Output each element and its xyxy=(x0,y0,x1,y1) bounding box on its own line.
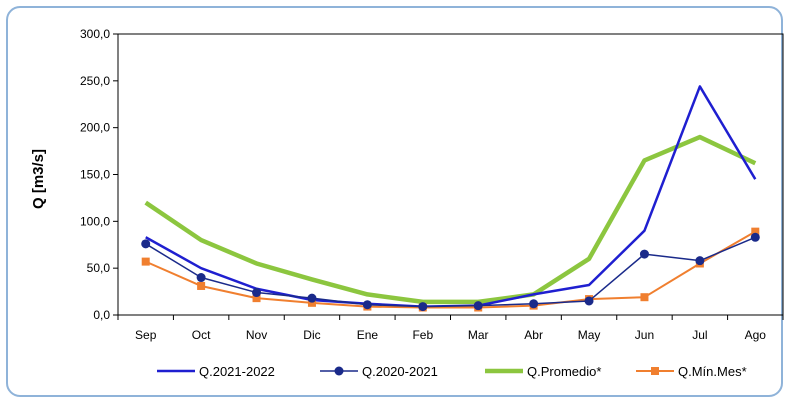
legend-marker xyxy=(334,366,344,376)
x-tick-label: Oct xyxy=(192,328,211,342)
y-axis-title: Q [m3/s] xyxy=(30,149,47,209)
data-point xyxy=(197,281,206,290)
data-point xyxy=(529,299,539,309)
x-tick-label: Nov xyxy=(246,328,267,342)
legend-marker xyxy=(651,367,659,375)
x-tick-label: Jul xyxy=(692,328,707,342)
series-line xyxy=(145,85,757,308)
y-tick-label: 250,0 xyxy=(80,74,110,88)
x-tick-label: Sep xyxy=(135,328,157,342)
y-tick-label: 150,0 xyxy=(80,168,110,182)
x-tick-label: Dic xyxy=(303,328,320,342)
data-point xyxy=(695,256,705,266)
x-tick-label: Feb xyxy=(412,328,433,342)
y-tick-label: 50,0 xyxy=(87,261,111,275)
data-point xyxy=(751,227,760,236)
y-tick-label: 300,0 xyxy=(80,27,110,41)
x-tick-label: Ene xyxy=(357,328,379,342)
legend-label: Q.Promedio* xyxy=(527,364,601,379)
legend-label: Q.2020-2021 xyxy=(362,364,438,379)
data-point xyxy=(473,301,483,311)
x-tick-label: May xyxy=(578,328,601,342)
chart-frame xyxy=(6,6,783,397)
x-tick-label: Abr xyxy=(524,328,543,342)
x-tick-label: Jun xyxy=(635,328,654,342)
data-point xyxy=(750,232,760,242)
series-line xyxy=(145,230,756,309)
legend-label: Q.Mín.Mes* xyxy=(678,364,747,379)
data-point xyxy=(141,257,150,266)
data-point xyxy=(640,293,649,302)
data-point xyxy=(307,298,316,307)
x-tick-label: Ago xyxy=(745,328,767,342)
data-point xyxy=(362,300,372,310)
x-tick-label: Mar xyxy=(468,328,489,342)
data-point xyxy=(252,294,261,303)
y-tick-label: 0,0 xyxy=(93,308,110,322)
data-point xyxy=(196,273,206,283)
series-line xyxy=(145,236,756,308)
data-point xyxy=(141,239,151,249)
data-point xyxy=(252,288,262,298)
y-tick-label: 200,0 xyxy=(80,121,110,135)
data-point xyxy=(584,296,594,306)
legend-label: Q.2021-2022 xyxy=(199,364,275,379)
data-point xyxy=(418,302,428,312)
y-tick-label: 100,0 xyxy=(80,214,110,228)
data-point xyxy=(639,249,649,259)
data-point xyxy=(307,293,317,303)
series-line xyxy=(144,134,757,305)
